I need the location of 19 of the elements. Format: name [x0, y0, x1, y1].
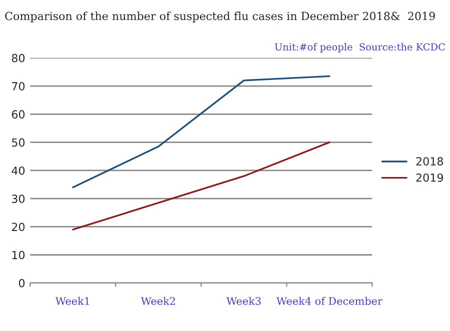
y-tick-label: 30	[12, 194, 25, 203]
legend-label: 2019	[416, 173, 443, 182]
x-tick-label: Week4 of December	[276, 296, 382, 305]
chart-title: Comparison of the number of suspected flu cases in December 2018& 2019	[5, 12, 435, 22]
text: Unit:#of people Source:the KCDC	[274, 43, 445, 52]
y-tick-label: 40	[12, 166, 25, 175]
line-series	[72, 75, 330, 188]
y-tick-label: 10	[12, 250, 25, 260]
y-tick-label: 0	[18, 278, 25, 288]
legend-label: 2018	[416, 157, 443, 166]
y-tick-label: 50	[12, 138, 25, 147]
y-tick-label: 80	[12, 54, 25, 62]
x-tick-label: Week2	[140, 296, 175, 305]
x-tick-label: Week1	[55, 296, 89, 305]
x-tick-label: Week3	[226, 296, 261, 305]
y-tick-label: 60	[12, 110, 25, 119]
y-tick-label: 70	[12, 82, 25, 90]
line-series	[72, 141, 330, 230]
y-tick-label: 20	[12, 222, 25, 232]
